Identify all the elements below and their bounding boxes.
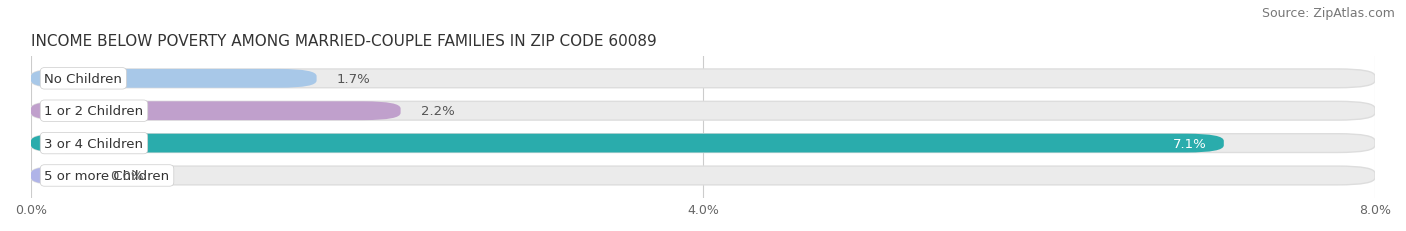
FancyBboxPatch shape [31, 166, 90, 185]
Text: 5 or more Children: 5 or more Children [45, 169, 170, 182]
FancyBboxPatch shape [31, 102, 401, 121]
Text: 1 or 2 Children: 1 or 2 Children [45, 105, 143, 118]
FancyBboxPatch shape [31, 134, 1375, 153]
Text: 1.7%: 1.7% [337, 73, 371, 85]
Text: INCOME BELOW POVERTY AMONG MARRIED-COUPLE FAMILIES IN ZIP CODE 60089: INCOME BELOW POVERTY AMONG MARRIED-COUPL… [31, 33, 657, 48]
FancyBboxPatch shape [31, 166, 1375, 185]
Text: Source: ZipAtlas.com: Source: ZipAtlas.com [1261, 7, 1395, 20]
Text: 7.1%: 7.1% [1173, 137, 1206, 150]
FancyBboxPatch shape [31, 70, 316, 88]
FancyBboxPatch shape [31, 102, 1375, 121]
FancyBboxPatch shape [31, 134, 1223, 153]
FancyBboxPatch shape [31, 70, 1375, 88]
Text: No Children: No Children [45, 73, 122, 85]
Text: 0.0%: 0.0% [110, 169, 143, 182]
Text: 3 or 4 Children: 3 or 4 Children [45, 137, 143, 150]
Text: 2.2%: 2.2% [420, 105, 454, 118]
